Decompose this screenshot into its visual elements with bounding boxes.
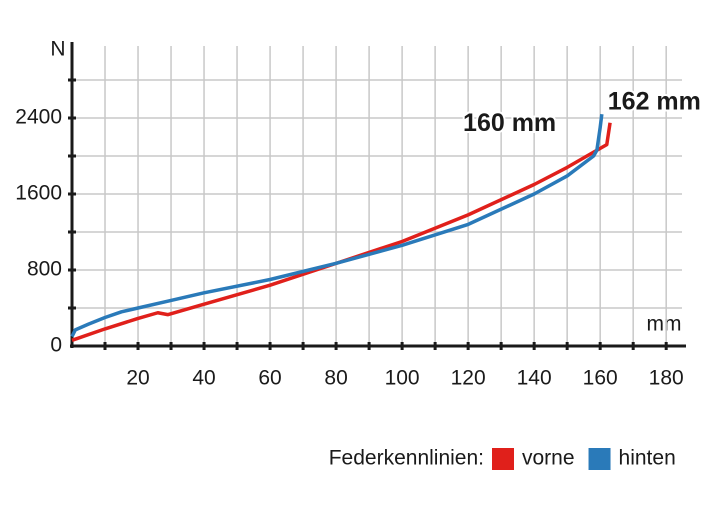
line-series	[70, 113, 604, 338]
x-tick-label: 180	[649, 367, 684, 390]
annotation: 160 mm	[463, 109, 556, 137]
x-tick-label: 20	[126, 367, 149, 390]
legend-swatch	[492, 448, 514, 470]
y-tick-label: 2400	[15, 106, 62, 129]
y-tick-label: 1600	[15, 182, 62, 205]
x-tick-label: 100	[385, 367, 420, 390]
x-tick-label: 60	[258, 367, 281, 390]
x-tick-label: 80	[324, 367, 347, 390]
y-tick-label: 800	[27, 258, 62, 281]
x-tick-label: 40	[192, 367, 215, 390]
x-tick-label: 160	[583, 367, 618, 390]
y-axis-label: N	[50, 38, 65, 61]
y-tick-label: 0	[50, 334, 62, 357]
x-tick-label: 120	[451, 367, 486, 390]
legend-swatch	[588, 448, 611, 470]
legend-label: vorne	[522, 447, 575, 470]
x-axis-label: mm	[647, 313, 682, 336]
x-tick-label: 140	[517, 367, 552, 390]
legend-title: Federkennlinien:	[329, 447, 484, 470]
annotation: 162 mm	[608, 87, 701, 115]
legend-label: hinten	[619, 447, 676, 470]
